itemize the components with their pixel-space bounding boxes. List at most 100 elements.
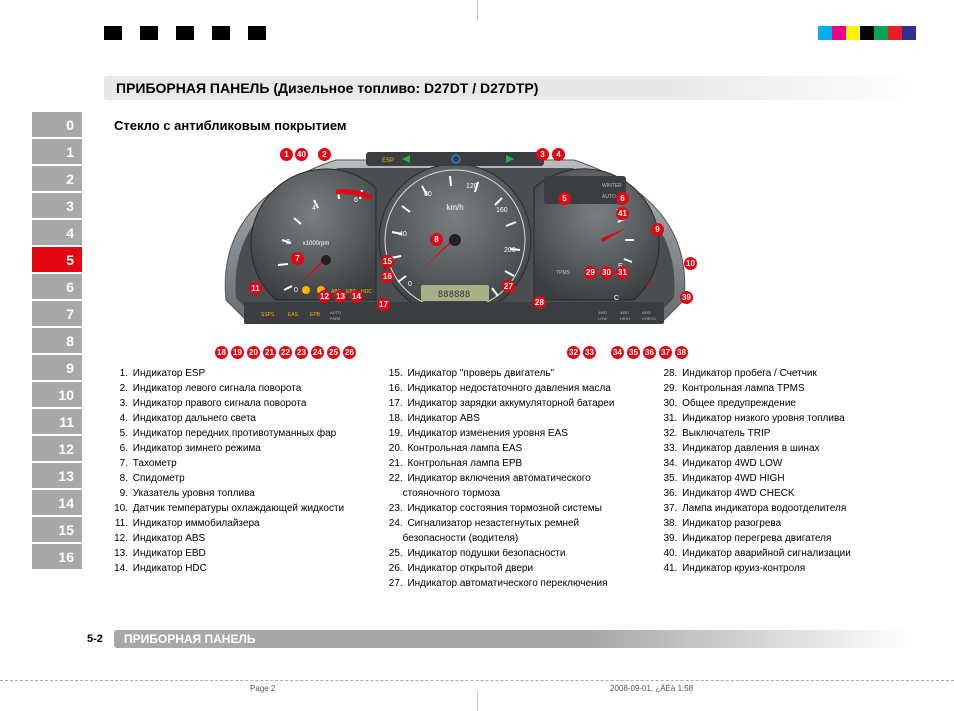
callout-41: 41	[616, 207, 629, 220]
svg-text:PARK: PARK	[330, 316, 341, 321]
chapter-tab-5: 5	[32, 247, 82, 274]
chapter-tab-9: 9	[32, 355, 82, 382]
legend-item-40: 40. Индикатор аварийной сигнализации	[663, 546, 914, 561]
callout-2: 2	[318, 148, 331, 161]
chapter-tab-7: 7	[32, 301, 82, 328]
svg-text:LOW: LOW	[598, 316, 607, 321]
page-subtitle: Стекло с антибликовым покрытием	[114, 118, 347, 133]
svg-text:HIGH: HIGH	[620, 316, 630, 321]
page-number: 5-2	[87, 633, 103, 645]
callout-35: 35	[627, 346, 640, 359]
legend-item-5: 5. Индикатор передних противотуманных фа…	[114, 426, 365, 441]
legend-item-29: 29. Контрольная лампа TPMS	[663, 381, 914, 396]
callout-25: 25	[327, 346, 340, 359]
chapter-tab-12: 12	[32, 436, 82, 463]
callout-24: 24	[311, 346, 324, 359]
legend-item-30: 30. Общее предупреждение	[663, 396, 914, 411]
legend-item-12: 12. Индикатор ABS	[114, 531, 365, 546]
footer-title: ПРИБОРНАЯ ПАНЕЛЬ	[114, 630, 910, 648]
callout-9: 9	[651, 223, 664, 236]
svg-text:4WD: 4WD	[620, 310, 629, 315]
svg-text:40: 40	[399, 231, 407, 238]
callout-32: 32	[567, 346, 580, 359]
legend-item-24: 24. Сигнализатор незастегнутых ремней бе…	[389, 516, 640, 546]
legend-item-7: 7. Тахометр	[114, 456, 365, 471]
callout-7: 7	[291, 252, 304, 265]
chapter-tab-13: 13	[32, 463, 82, 490]
svg-text:120: 120	[466, 183, 478, 190]
callout-29: 29	[584, 266, 597, 279]
svg-text:TPMS: TPMS	[556, 270, 571, 276]
cmyk-strip	[818, 26, 916, 40]
legend-item-21: 21. Контрольная лампа EPB	[389, 456, 640, 471]
legend-item-31: 31. Индикатор низкого уровня топлива	[663, 411, 914, 426]
legend-item-10: 10. Датчик температуры охлаждающей жидко…	[114, 501, 365, 516]
legend-item-9: 9. Указатель уровня топлива	[114, 486, 365, 501]
callout-33: 33	[583, 346, 596, 359]
legend-item-35: 35. Индикатор 4WD HIGH	[663, 471, 914, 486]
callout-15: 15	[381, 255, 394, 268]
svg-text:WINTER: WINTER	[602, 183, 622, 189]
callout-31: 31	[616, 266, 629, 279]
chapter-tab-11: 11	[32, 409, 82, 436]
legend-item-8: 8. Спидометр	[114, 471, 365, 486]
legend-item-13: 13. Индикатор EBD	[114, 546, 365, 561]
callout-17: 17	[377, 298, 390, 311]
legend-item-41: 41. Индикатор круиз-контроля	[663, 561, 914, 576]
callout-16: 16	[381, 270, 394, 283]
svg-text:4: 4	[312, 205, 316, 212]
legend-item-16: 16. Индикатор недостаточного давления ма…	[389, 381, 640, 396]
legend-item-3: 3. Индикатор правого сигнала поворота	[114, 396, 365, 411]
registration-bars	[104, 26, 266, 40]
svg-text:AUTO: AUTO	[602, 194, 616, 200]
svg-text:80: 80	[424, 191, 432, 198]
chapter-tab-14: 14	[32, 490, 82, 517]
chapter-tab-0: 0	[32, 112, 82, 139]
chapter-tab-8: 8	[32, 328, 82, 355]
legend-item-2: 2. Индикатор левого сигнала поворота	[114, 381, 365, 396]
legend-item-17: 17. Индикатор зарядки аккумуляторной бат…	[389, 396, 640, 411]
chapter-tab-10: 10	[32, 382, 82, 409]
svg-text:CHECK: CHECK	[642, 316, 656, 321]
legend-item-20: 20. Контрольная лампа EAS	[389, 441, 640, 456]
callout-13: 13	[334, 290, 347, 303]
legend-item-1: 1. Индикатор ESP	[114, 366, 365, 381]
callout-21: 21	[263, 346, 276, 359]
chapter-tab-16: 16	[32, 544, 82, 571]
legend-item-37: 37. Лампа индикатора водоотделителя	[663, 501, 914, 516]
legend-item-18: 18. Индикатор ABS	[389, 411, 640, 426]
callout-14: 14	[350, 290, 363, 303]
legend-item-19: 19. Индикатор изменения уровня EAS	[389, 426, 640, 441]
callout-27: 27	[502, 280, 515, 293]
legend-item-22: 22. Индикатор включения автоматического …	[389, 471, 640, 501]
legend-item-11: 11. Индикатор иммобилайзера	[114, 516, 365, 531]
legend-columns: 1. Индикатор ESP2. Индикатор левого сигн…	[114, 366, 914, 591]
callout-22: 22	[279, 346, 292, 359]
callout-10: 10	[684, 257, 697, 270]
svg-text:0: 0	[294, 287, 298, 294]
callout-19: 19	[231, 346, 244, 359]
legend-item-36: 36. Индикатор 4WD CHECK	[663, 486, 914, 501]
callout-39: 39	[680, 291, 693, 304]
print-meta: Page 2 2008-09-01, ¿ÀÈà 1:58	[0, 680, 954, 685]
dashboard-diagram: km/h 0 40 80 120 160 200 888888 x1000rpm…	[206, 140, 704, 338]
legend-item-32: 32. Выключатель TRIP	[663, 426, 914, 441]
chapter-tab-3: 3	[32, 193, 82, 220]
chapter-tab-4: 4	[32, 220, 82, 247]
svg-text:2: 2	[286, 239, 290, 246]
callout-20: 20	[247, 346, 260, 359]
callout-12: 12	[318, 290, 331, 303]
svg-text:888888: 888888	[438, 290, 471, 300]
callout-11: 11	[249, 282, 262, 295]
chapter-tab-1: 1	[32, 139, 82, 166]
chapter-tab-15: 15	[32, 517, 82, 544]
callout-37: 37	[659, 346, 672, 359]
legend-item-23: 23. Индикатор состояния тормозной систем…	[389, 501, 640, 516]
callout-30: 30	[600, 266, 613, 279]
callout-6: 6	[616, 192, 629, 205]
chapter-tabs: 012345678910111213141516	[32, 112, 82, 571]
legend-item-4: 4. Индикатор дальнего света	[114, 411, 365, 426]
svg-text:x1000rpm: x1000rpm	[303, 241, 330, 247]
callout-4: 4	[552, 148, 565, 161]
chapter-tab-2: 2	[32, 166, 82, 193]
